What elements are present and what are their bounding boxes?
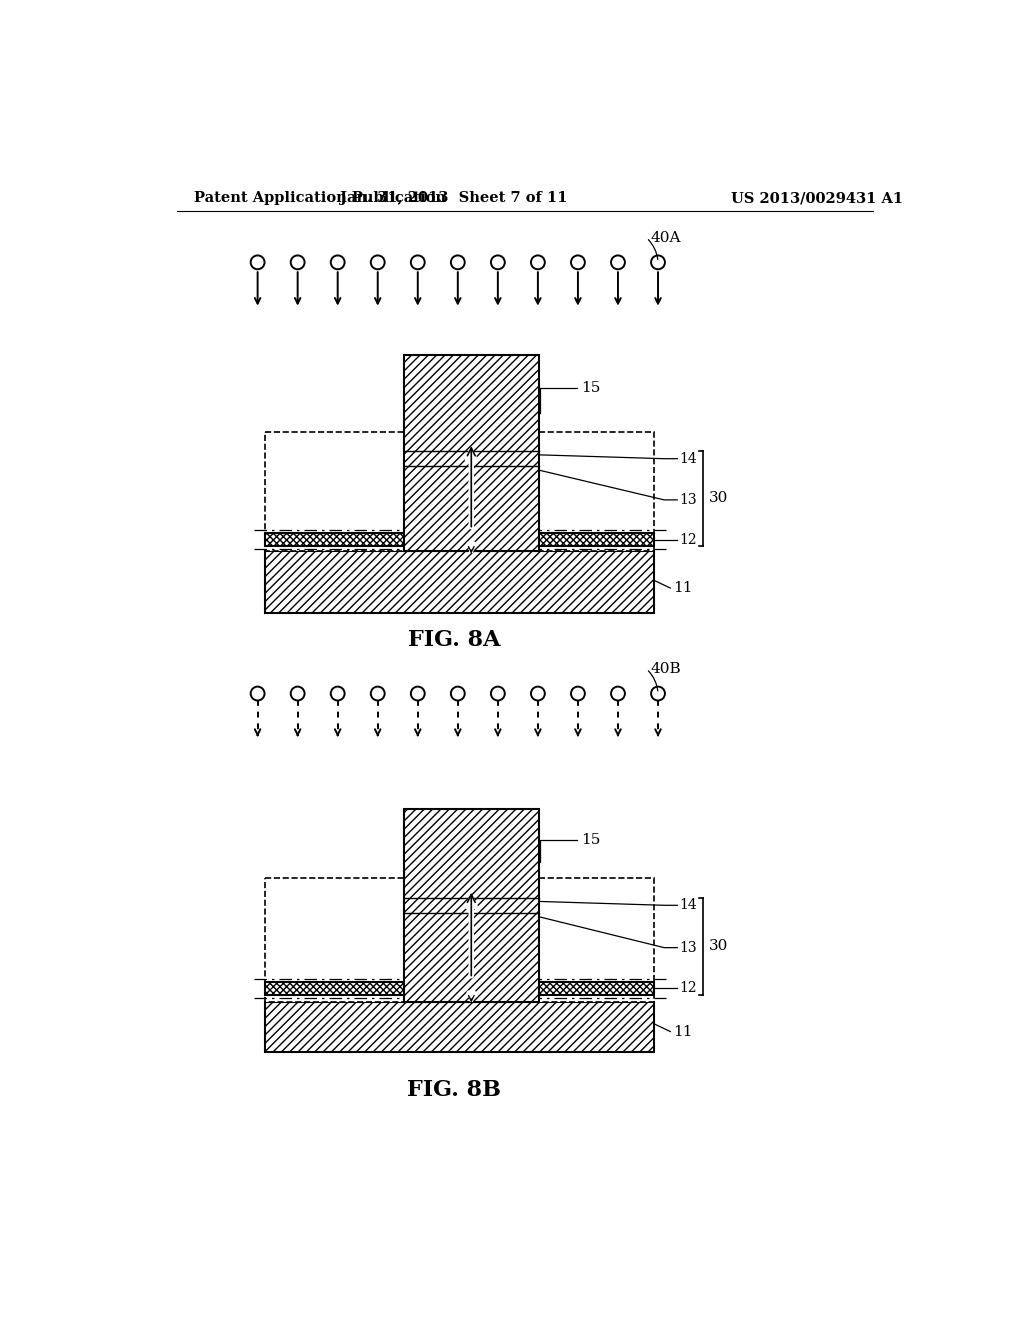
Bar <box>403 809 539 1002</box>
Bar <box>265 1002 654 1052</box>
Text: 11: 11 <box>674 1024 693 1039</box>
Bar <box>403 355 539 552</box>
Text: 30: 30 <box>709 939 728 953</box>
Bar <box>403 355 539 552</box>
Text: 15: 15 <box>581 381 600 396</box>
Text: 14: 14 <box>680 451 697 466</box>
Bar <box>265 552 654 612</box>
Text: 12: 12 <box>680 982 697 995</box>
Text: 14: 14 <box>680 899 697 912</box>
Bar <box>265 1002 654 1052</box>
Text: FIG. 8A: FIG. 8A <box>408 628 500 651</box>
Text: 40A: 40A <box>650 231 681 244</box>
Bar <box>265 982 654 995</box>
Bar <box>265 533 654 545</box>
Bar <box>265 432 654 552</box>
Bar <box>403 809 539 1002</box>
Text: 40B: 40B <box>650 661 681 676</box>
Text: FIG. 8B: FIG. 8B <box>407 1080 501 1101</box>
Bar <box>265 552 654 612</box>
Text: US 2013/0029431 A1: US 2013/0029431 A1 <box>731 191 903 206</box>
Text: 13: 13 <box>680 941 697 954</box>
Text: 30: 30 <box>709 491 728 506</box>
Text: 12: 12 <box>680 532 697 546</box>
Text: 11: 11 <box>674 581 693 595</box>
Text: Jan. 31, 2013  Sheet 7 of 11: Jan. 31, 2013 Sheet 7 of 11 <box>340 191 567 206</box>
Text: 15: 15 <box>581 833 600 847</box>
Bar <box>265 982 654 995</box>
Text: 13: 13 <box>680 492 697 507</box>
Bar <box>265 533 654 545</box>
Text: Patent Application Publication: Patent Application Publication <box>194 191 445 206</box>
Bar <box>265 878 654 1002</box>
